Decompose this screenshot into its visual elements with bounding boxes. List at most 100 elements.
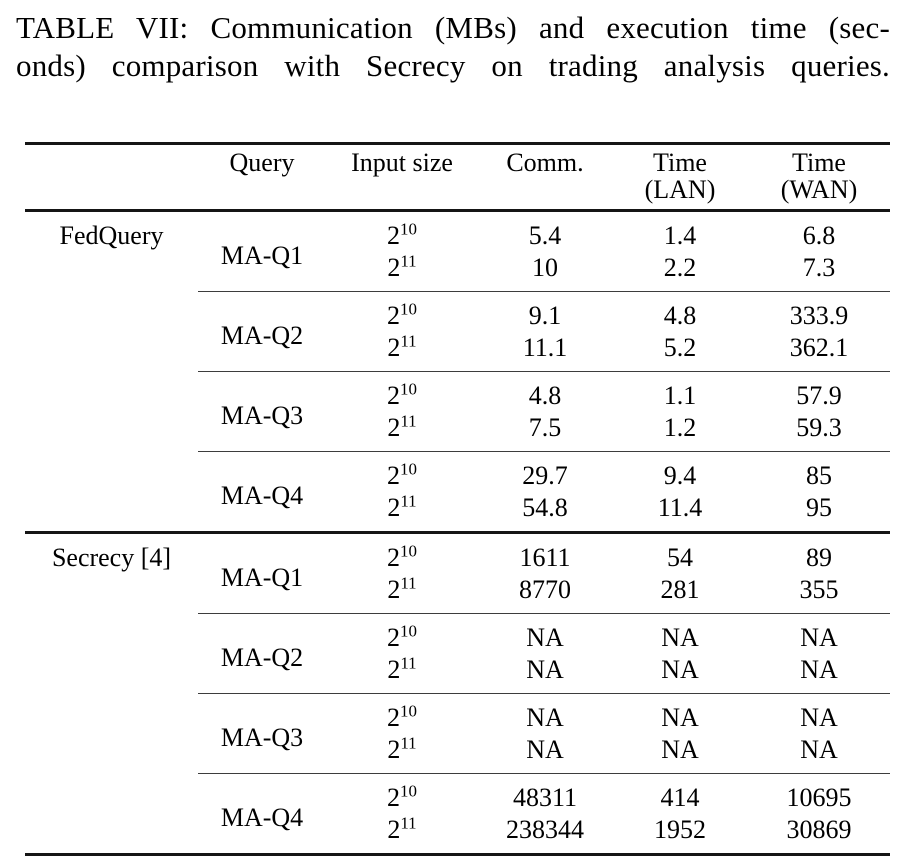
input-size-value: 210 [326,773,478,814]
caption-line-1: TABLE VII: Communication (MBs) and execu… [16,10,890,45]
table-row: MA-Q4 210 48311 414 10695 [25,773,890,855]
query-label: MA-Q2 [198,291,326,372]
comm-value: 1611 [478,531,612,574]
comm-value: NA [526,735,564,764]
comm-value: NA [478,613,612,654]
comm-value: 54.8 [522,493,568,522]
time-wan-value: 85 [748,451,890,492]
table-row: MA-Q2 210 NA NA NA [25,613,890,694]
input-base: 2 [387,623,400,652]
input-base: 2 [387,543,400,572]
caption-line-2: onds) comparison with Secrecy on trading… [16,48,890,83]
time-lan-value: 1952 [654,815,706,844]
table-row: 211 NA NA NA [25,734,890,774]
input-exponent: 10 [400,621,417,641]
input-size-value: 210 [326,291,478,332]
input-base: 2 [387,783,400,812]
input-exponent: 11 [400,331,417,351]
time-lan-value: NA [661,655,699,684]
time-wan-value: 6.8 [802,221,836,250]
time-lan-value: 4.8 [612,291,748,332]
table-row: FedQuery MA-Q1 210 5.4 1.4 6.8 [25,211,890,269]
input-exponent: 10 [400,299,417,319]
input-base: 2 [387,575,401,604]
query-label: MA-Q3 [198,693,326,774]
input-size-value: 211 [326,332,478,372]
query-label: MA-Q4 [198,451,326,533]
input-size-value: 210 [326,613,478,654]
input-base: 2 [387,301,400,330]
query-label: MA-Q4 [198,773,326,855]
comm-value: NA [526,655,564,684]
input-exponent: 11 [400,653,417,673]
input-base: 2 [387,381,400,410]
time-lan-value: 54 [612,531,748,574]
input-exponent: 11 [400,813,417,833]
input-exponent: 11 [400,491,417,511]
time-wan-value: NA [748,693,890,734]
col-header-query: Query [198,143,326,212]
system-label: FedQuery [59,221,164,250]
query-label: MA-Q1 [198,531,326,614]
time-wan-value: NA [748,613,890,654]
time-wan-value: 362.1 [789,333,849,362]
time-lan-value: 1.4 [663,221,697,250]
time-wan-value: 7.3 [802,253,836,282]
input-base: 2 [387,815,401,844]
col-header-time-lan: Time (LAN) [612,143,748,212]
table-row: 211 238344 1952 30869 [25,814,890,855]
table-row: 211 10 2.2 7.3 [25,252,890,292]
input-base: 2 [387,703,400,732]
time-lan-value: NA [612,613,748,654]
comm-value: 11.1 [522,333,568,362]
table-caption: TABLE VII: Communication (MBs) and execu… [16,9,890,85]
query-label: MA-Q2 [198,613,326,694]
time-lan-value: 1.1 [612,371,748,412]
input-size-value: 211 [326,492,478,533]
input-size-value: 210 [326,531,478,574]
input-base: 2 [387,413,401,442]
input-size-value: 210 [326,211,478,253]
table-row: 211 7.5 1.2 59.3 [25,412,890,452]
query-label: MA-Q1 [220,240,304,270]
comm-value: 48311 [478,773,612,814]
table-row: MA-Q2 210 9.1 4.8 333.9 [25,291,890,372]
time-lan-value: 9.4 [612,451,748,492]
time-lan-value: 281 [660,575,700,604]
table-row: 211 11.1 5.2 362.1 [25,332,890,372]
input-base: 2 [387,253,401,282]
table-row: 211 8770 281 355 [25,574,890,614]
time-wan-value: 355 [799,575,839,604]
time-lan-value: NA [612,693,748,734]
table-row: Secrecy [4] MA-Q1 210 1611 54 89 [25,531,890,855]
time-wan-value: 333.9 [748,291,890,332]
comm-value: 7.5 [528,413,562,442]
comm-value: 5.4 [528,221,562,250]
query-label: MA-Q3 [198,371,326,452]
comm-value: 8770 [519,575,571,604]
time-lan-value: 2.2 [663,253,697,282]
input-exponent: 11 [400,411,417,431]
input-base: 2 [387,655,401,684]
system-label: Secrecy [4] [25,531,198,855]
time-lan-value: 414 [612,773,748,814]
input-exponent: 11 [400,573,417,593]
input-size-value: 210 [326,371,478,412]
time-lan-value: 11.4 [657,493,703,522]
input-size-value: 211 [326,814,478,855]
input-base: 2 [387,493,401,522]
input-size-value: 211 [326,734,478,774]
input-size-value: 211 [326,574,478,614]
time-wan-value: 10695 [748,773,890,814]
comm-value: 29.7 [478,451,612,492]
table-row: MA-Q3 210 NA NA NA [25,693,890,774]
time-lan-value: 1.2 [663,413,697,442]
input-exponent: 10 [400,219,417,239]
input-exponent: 11 [400,251,417,271]
comm-value: 238344 [506,815,584,844]
time-wan-value: 89 [748,531,890,574]
col-header-comm: Comm. [478,143,612,212]
time-lan-label-line1: Time [653,148,707,177]
col-header-system [25,143,198,212]
